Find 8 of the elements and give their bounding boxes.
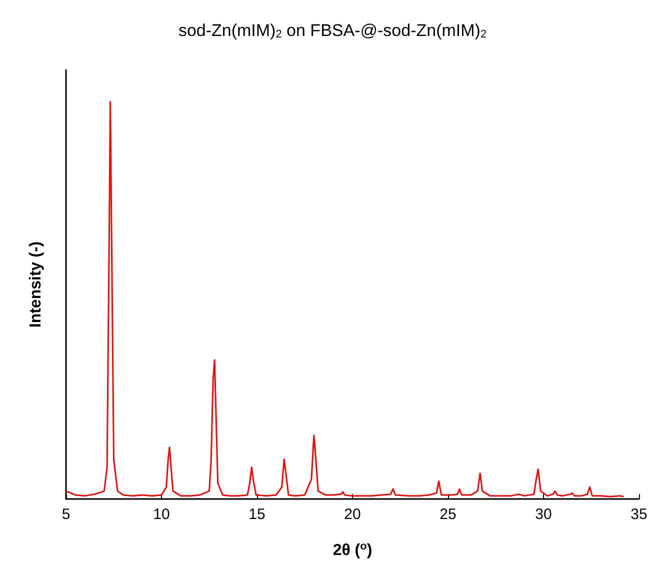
- x-tick-label: 25: [440, 506, 456, 523]
- x-tick-label: 20: [344, 506, 361, 523]
- x-tick-label: 35: [630, 506, 648, 523]
- y-axis-title: Intensity (-): [28, 241, 44, 328]
- x-tick-label: 5: [62, 506, 70, 523]
- x-tick-label: 30: [535, 506, 552, 523]
- x-tick-label: 10: [153, 506, 170, 523]
- x-tick-label: 15: [248, 506, 266, 523]
